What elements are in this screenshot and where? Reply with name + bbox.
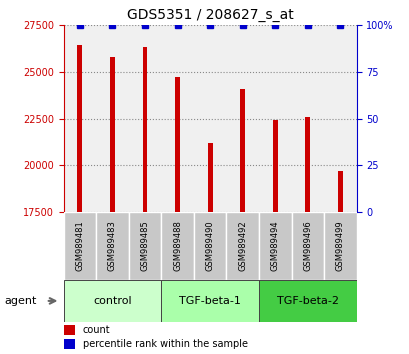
Text: GSM989490: GSM989490 [205,221,214,272]
Text: GSM989481: GSM989481 [75,221,84,272]
Bar [272,120,277,212]
Bar [291,212,324,280]
Bar [324,212,356,280]
Text: TGF-beta-2: TGF-beta-2 [276,296,338,306]
Bar [240,88,245,212]
Bar [63,339,75,349]
Bar [142,47,147,212]
Bar [258,280,356,322]
Text: GSM989494: GSM989494 [270,221,279,272]
Bar [161,212,193,280]
Bar [63,280,161,322]
Text: GSM989483: GSM989483 [108,221,117,272]
Text: GSM989492: GSM989492 [238,221,247,272]
Text: GSM989499: GSM989499 [335,221,344,272]
Bar [161,280,258,322]
Text: percentile rank within the sample: percentile rank within the sample [82,339,247,349]
Text: count: count [82,325,110,335]
Bar [96,212,128,280]
Bar [77,45,82,212]
Bar [175,77,180,212]
Text: control: control [93,296,131,306]
Bar [110,57,115,212]
Bar [305,117,310,212]
Bar [63,212,96,280]
Title: GDS5351 / 208627_s_at: GDS5351 / 208627_s_at [126,8,293,22]
Bar [226,212,258,280]
Bar [63,325,75,335]
Text: GSM989485: GSM989485 [140,221,149,272]
Bar [258,212,291,280]
Text: GSM989496: GSM989496 [303,221,312,272]
Text: GSM989488: GSM989488 [173,221,182,272]
Text: TGF-beta-1: TGF-beta-1 [179,296,240,306]
Text: agent: agent [4,296,36,306]
Bar [193,212,226,280]
Bar [128,212,161,280]
Bar [337,171,342,212]
Bar [207,143,212,212]
